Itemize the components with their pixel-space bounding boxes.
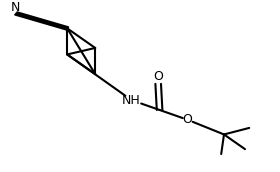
Text: NH: NH [122, 94, 141, 107]
Text: N: N [11, 1, 20, 14]
Text: O: O [153, 70, 163, 83]
Text: O: O [183, 113, 193, 126]
